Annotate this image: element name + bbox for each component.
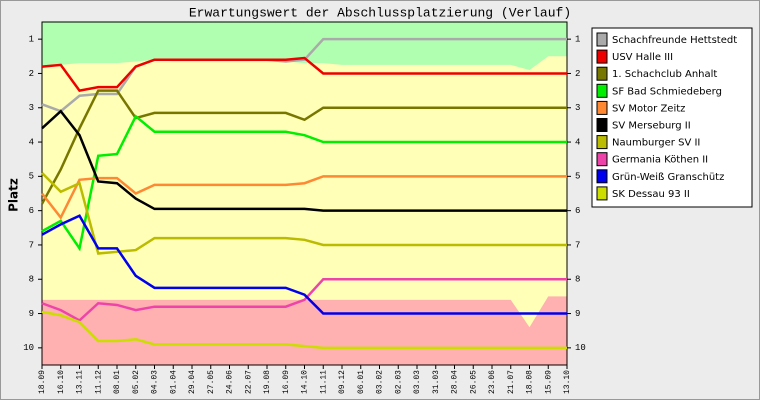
legend-label: Germania Köthen II	[612, 155, 708, 166]
legend-label: Schachfreunde Hettstedt	[612, 35, 737, 46]
legend-label: Naumburger SV II	[612, 138, 700, 149]
legend-swatch	[596, 83, 608, 98]
x-tick-label: 03.02	[376, 370, 385, 394]
y-tick-label-right: 9	[575, 309, 580, 319]
x-tick-label: 03.03	[413, 370, 422, 394]
legend-swatch	[596, 135, 608, 150]
x-tick-label: 13.11	[76, 370, 85, 394]
x-tick-label: 28.04	[451, 370, 460, 394]
x-tick-label: 05.02	[132, 370, 141, 394]
x-tick-label: 06.01	[357, 370, 366, 394]
y-tick-label: 1	[29, 35, 34, 45]
legend-label: SK Dessau 93 II	[612, 189, 690, 200]
y-tick-label-right: 3	[575, 103, 580, 113]
y-tick-label: 3	[29, 103, 34, 113]
series-line	[41, 114, 567, 252]
legend-swatch	[596, 186, 608, 201]
y-tick-label-right: 7	[575, 240, 580, 250]
x-tick-label: 18.09	[38, 370, 47, 394]
x-tick-label: 02.03	[394, 370, 403, 394]
legend-label: USV Halle III	[612, 52, 673, 63]
legend-swatch	[596, 66, 608, 81]
legend-label: SV Merseburg II	[612, 121, 691, 132]
x-tick-label: 09.12	[338, 370, 347, 394]
y-axis-label: Platz	[7, 178, 21, 212]
x-tick-label: 01.04	[169, 370, 178, 394]
x-tick-label: 14.10	[301, 370, 310, 394]
y-tick-label-right: 2	[575, 69, 580, 79]
legend-label: 1. Schachclub Anhalt	[612, 69, 717, 80]
y-tick-label-right: 10	[575, 343, 586, 353]
series-line	[41, 214, 567, 315]
legend-swatch	[596, 49, 608, 64]
series-line	[41, 109, 567, 212]
x-tick-label: 11.12	[94, 370, 103, 394]
x-tick-label: 08.01	[113, 370, 122, 394]
legend-swatch	[596, 169, 608, 184]
x-tick-label: 23.06	[488, 370, 497, 394]
chart-title: Erwartungswert der Abschlussplatzierung …	[189, 5, 571, 20]
y-tick-label: 5	[29, 172, 34, 182]
x-tick-label: 13.10	[563, 370, 572, 394]
legend-swatch	[596, 118, 608, 132]
x-tick-label: 16.09	[282, 370, 291, 394]
legend-label: SF Bad Schmiedeberg	[612, 86, 722, 97]
y-tick-label: 4	[29, 137, 34, 147]
x-tick-label: 15.09	[544, 370, 553, 394]
x-tick-label: 11.11	[319, 370, 328, 394]
y-tick-label-right: 1	[575, 35, 580, 45]
x-tick-label: 29.04	[188, 370, 197, 394]
y-tick-label: 7	[29, 240, 34, 250]
legend-label: SV Motor Zeitz	[612, 103, 685, 114]
legend-swatch	[596, 152, 608, 167]
series-line	[41, 172, 567, 255]
y-tick-label-right: 4	[575, 137, 580, 147]
x-tick-label: 26.05	[469, 370, 478, 394]
y-tick-label-right: 8	[575, 275, 580, 285]
series-line	[41, 310, 567, 350]
x-tick-label: 27.05	[207, 370, 216, 394]
series-line	[41, 56, 567, 92]
x-tick-label: 31.03	[432, 370, 441, 394]
upper-area	[42, 22, 567, 71]
x-tick-label: 04.03	[151, 370, 160, 394]
legend-swatch	[596, 100, 608, 115]
x-tick-label: 21.07	[507, 370, 516, 394]
y-tick-label: 8	[29, 275, 34, 285]
y-tick-label-right: 6	[575, 206, 580, 216]
y-tick-label: 2	[29, 69, 34, 79]
y-tick-label-right: 5	[575, 172, 580, 182]
y-tick-label: 6	[29, 206, 34, 216]
series-line	[41, 278, 567, 322]
legend-box	[591, 27, 753, 208]
y-tick-label: 10	[23, 343, 34, 353]
series-line	[41, 37, 567, 113]
x-tick-label: 16.10	[57, 370, 66, 394]
series-line	[40, 89, 567, 205]
x-tick-label: 24.06	[226, 370, 235, 394]
legend-label: Grün-Weiß Granschütz	[612, 172, 724, 183]
x-tick-label: 22.07	[244, 370, 253, 394]
x-tick-label: 18.08	[526, 370, 535, 394]
y-tick-label: 9	[29, 309, 34, 319]
x-tick-label: 19.08	[263, 370, 272, 394]
legend-swatch	[596, 32, 608, 47]
series-line	[41, 175, 567, 220]
